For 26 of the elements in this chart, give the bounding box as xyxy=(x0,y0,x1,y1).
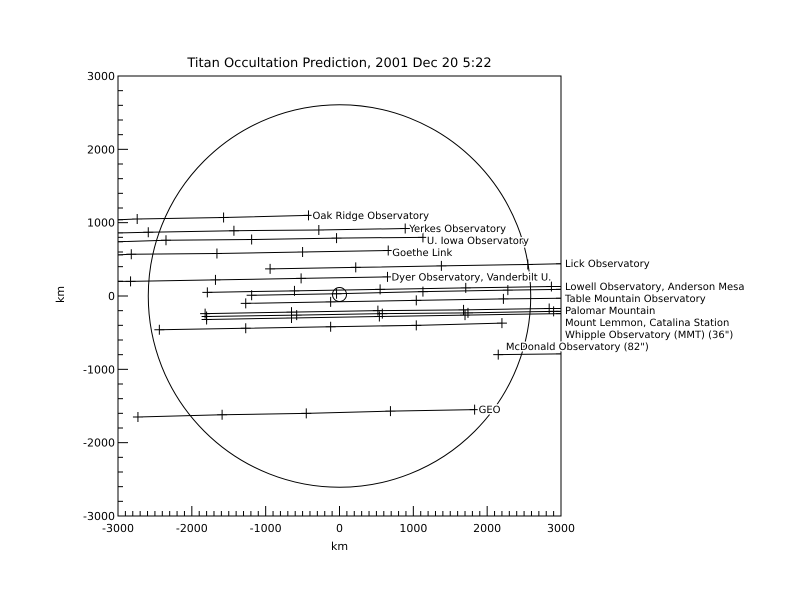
y-tick-label: 1000 xyxy=(87,216,115,230)
y-tick-label: -3000 xyxy=(83,510,115,523)
series-label: Lick Observatory xyxy=(565,259,650,270)
chart-title: Titan Occultation Prediction, 2001 Dec 20 5:22 xyxy=(186,56,493,71)
series-label: Table Mountain Observatory xyxy=(564,294,706,305)
x-tick-label: -3000 xyxy=(102,522,134,535)
x-tick-label: 2000 xyxy=(473,522,502,535)
series-label: Lowell Observatory, Anderson Mesa xyxy=(565,282,744,293)
series-label: Yerkes Observatory xyxy=(408,224,506,236)
series-label: Mount Lemmon, Catalina Station xyxy=(565,318,730,329)
y-tick-label: 3000 xyxy=(87,70,115,83)
y-tick-label: -1000 xyxy=(83,363,115,376)
series-label: Goethe Link xyxy=(392,248,453,260)
series-label: Oak Ridge Observatory xyxy=(312,210,430,222)
x-tick-label: -1000 xyxy=(250,522,282,535)
y-tick-label: -2000 xyxy=(83,436,115,450)
x-tick-label: 0 xyxy=(336,522,343,535)
series-label: Palomar Mountain xyxy=(565,306,656,317)
y-axis-title: km xyxy=(54,286,68,304)
y-tick-label: 2000 xyxy=(87,143,115,156)
x-axis-title: km xyxy=(330,540,350,553)
x-tick-label: 3000 xyxy=(547,522,575,535)
x-tick-label: 1000 xyxy=(399,522,428,535)
x-tick-label: -2000 xyxy=(176,522,208,535)
series-label: Whipple Observatory (MMT) (36") xyxy=(565,330,734,341)
y-tick-label: 0 xyxy=(108,290,115,303)
